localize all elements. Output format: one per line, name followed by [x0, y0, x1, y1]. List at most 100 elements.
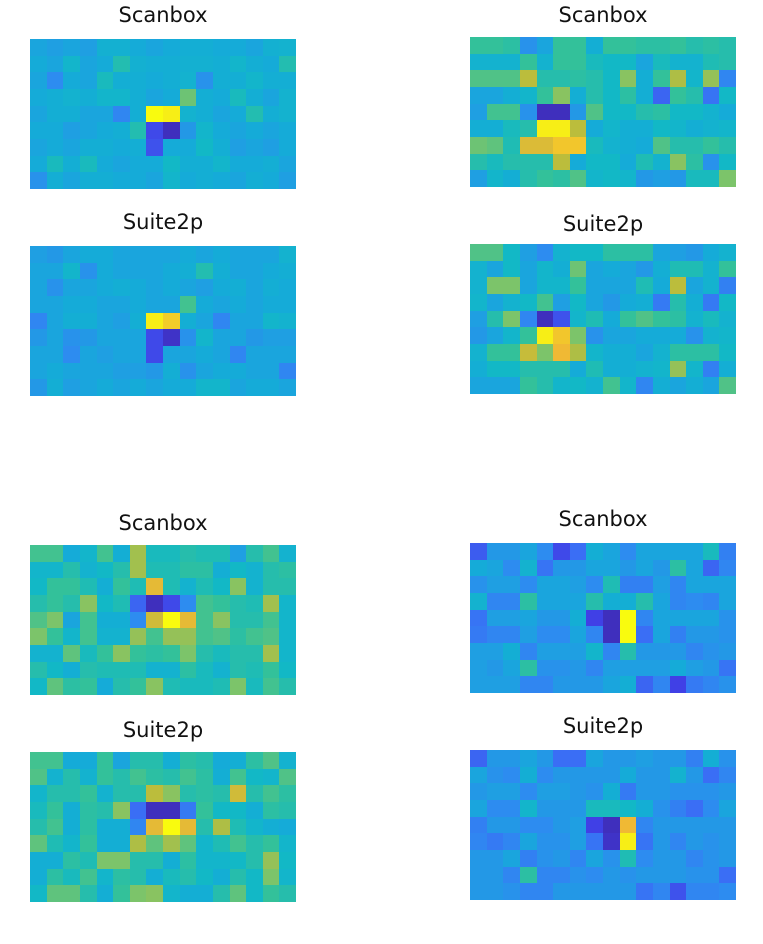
heatmap-cell: [569, 260, 587, 278]
heatmap-cell: [129, 768, 147, 786]
heatmap-cell: [212, 312, 230, 330]
heatmap-cell: [519, 343, 537, 361]
heatmap-cell: [586, 626, 603, 643]
panel-title-1: Scanbox: [118, 3, 208, 27]
heatmap-suite2p-1: [30, 246, 296, 396]
heatmap-cell: [619, 866, 637, 884]
heatmap-cell: [503, 293, 520, 311]
heatmap-cell: [129, 279, 147, 296]
heatmap-cell: [470, 153, 487, 171]
heatmap-cell: [30, 818, 47, 836]
heatmap-cell: [636, 866, 653, 884]
heatmap-cell: [536, 849, 554, 867]
heatmap-cell: [279, 545, 296, 562]
heatmap-cell: [146, 545, 163, 562]
heatmap-cell: [113, 768, 130, 786]
heatmap-cell: [196, 868, 213, 886]
heatmap-cell: [719, 750, 736, 767]
heatmap-cell: [279, 246, 296, 263]
heatmap-cell: [503, 592, 520, 610]
heatmap-cell: [163, 88, 180, 106]
heatmap-cell: [686, 170, 703, 187]
heatmap-cell: [652, 543, 670, 560]
heatmap-cell: [30, 55, 47, 73]
heatmap-cell: [30, 172, 47, 189]
heatmap-cell: [30, 39, 47, 56]
heatmap-cell: [536, 609, 554, 627]
heatmap-cell: [246, 345, 263, 363]
heatmap-cell: [669, 53, 687, 71]
heatmap-cell: [686, 53, 703, 71]
heatmap-cell: [30, 345, 47, 363]
heatmap-cell: [652, 576, 670, 593]
heatmap-cell: [129, 818, 147, 836]
heatmap-cell: [212, 628, 230, 645]
heatmap-cell: [702, 543, 720, 560]
heatmap-cell: [246, 752, 263, 769]
heatmap-cell: [246, 39, 263, 56]
heatmap-cell: [179, 661, 197, 679]
heatmap-cell: [212, 818, 230, 836]
heatmap-cell: [212, 88, 230, 106]
heatmap-cell: [652, 277, 670, 294]
heatmap-cell: [569, 103, 587, 121]
heatmap-cell: [619, 120, 637, 137]
heatmap-cell: [686, 360, 703, 378]
heatmap-cell: [262, 661, 280, 679]
heatmap-cell: [262, 262, 280, 280]
heatmap-cell: [63, 155, 80, 173]
heatmap-cell: [686, 136, 703, 154]
heatmap-cell: [229, 868, 247, 886]
heatmap-cell: [146, 105, 163, 123]
heatmap-cell: [212, 72, 230, 89]
heatmap-cell: [470, 576, 487, 593]
heatmap-cell: [603, 360, 620, 378]
heatmap-cell: [652, 883, 670, 900]
heatmap-cell: [113, 246, 130, 263]
heatmap-cell: [146, 768, 163, 786]
heatmap-cell: [652, 816, 670, 834]
heatmap-cell: [79, 561, 97, 579]
heatmap-cell: [146, 262, 163, 280]
heatmap-cell: [503, 659, 520, 677]
heatmap-cell: [536, 120, 554, 137]
heatmap-cell: [179, 611, 197, 629]
heatmap-cell: [719, 136, 736, 154]
heatmap-cell: [702, 576, 720, 593]
heatmap-cell: [486, 103, 504, 121]
heatmap-cell: [212, 262, 230, 280]
heatmap-cell: [553, 343, 570, 361]
heatmap-cell: [669, 883, 687, 900]
heatmap-cell: [553, 626, 570, 643]
heatmap-cell: [553, 783, 570, 800]
heatmap-cell: [30, 801, 47, 819]
heatmap-cell: [486, 277, 504, 294]
heatmap-cell: [519, 37, 537, 54]
heatmap-cell: [79, 835, 97, 852]
heatmap-cell: [79, 785, 97, 802]
heatmap-cell: [669, 783, 687, 800]
heatmap-cell: [603, 310, 620, 328]
heatmap-cell: [246, 329, 263, 346]
heatmap-cell: [553, 799, 570, 817]
heatmap-cell: [229, 379, 247, 396]
heatmap-cell: [669, 609, 687, 627]
heatmap-cell: [652, 676, 670, 693]
heatmap-cell: [79, 39, 97, 56]
heatmap-cell: [146, 818, 163, 836]
heatmap-cell: [536, 659, 554, 677]
heatmap-cell: [179, 122, 197, 139]
heatmap-cell: [113, 362, 130, 380]
heatmap-cell: [586, 86, 603, 104]
heatmap-cell: [262, 105, 280, 123]
heatmap-cell: [79, 362, 97, 380]
heatmap-cell: [63, 312, 80, 330]
heatmap-cell: [113, 851, 130, 869]
heatmap-cell: [179, 801, 197, 819]
heatmap-cell: [553, 244, 570, 261]
heatmap-cell: [196, 661, 213, 679]
heatmap-cell: [719, 576, 736, 593]
heatmap-cell: [63, 545, 80, 562]
heatmap-cell: [686, 543, 703, 560]
heatmap-cell: [129, 138, 147, 156]
